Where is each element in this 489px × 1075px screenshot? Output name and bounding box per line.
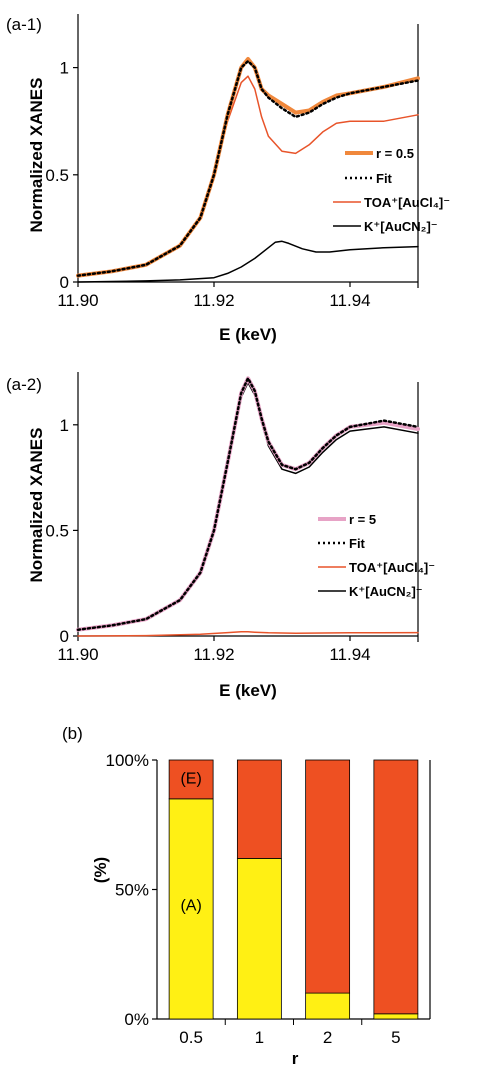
legend-entry-fit: Fit [318,536,366,551]
segment-label-A: (A) [180,898,201,915]
panel-label-b: (b) [62,724,83,743]
x-tick-label-b: 2 [323,1028,332,1047]
series-line-a1-1 [76,59,420,277]
x-tick-label-a1: 11.90 [57,291,98,310]
legend-entry-toa: TOA⁺[AuCl₄]⁻ [318,560,435,575]
chart-b: (b) (%) r 0.5 1 2 50%50%100% (A)(E) [62,724,431,1068]
y-tick-label-a2: 0 [60,627,69,646]
panel-label-a1: (a-1) [6,15,42,34]
x-tick-label-b: 5 [391,1028,400,1047]
bar-segment-E-5 [373,759,419,1015]
bar-segment-A-5 [373,1013,419,1020]
y-tick-label-b: 100% [106,751,149,770]
x-tick-label-b: 0.5 [179,1028,203,1047]
y-axis-title-b: (%) [91,857,110,883]
y-tick-label-b: 50% [115,881,149,900]
legend-label-mix: r = 0.5 [376,146,414,161]
y-tick-label-a1: 0 [60,273,69,292]
plot-lines-a2 [76,376,420,637]
x-axis-title-a1: E (keV) [219,325,277,344]
bar-segment-E-0.5 [168,759,214,800]
y-tick-label-b: 0% [124,1010,149,1029]
series-line-a1-0 [76,57,420,278]
y-tick-label-a2: 0.5 [45,521,69,540]
legend-entry-mix: r = 0.5 [345,146,414,161]
x-tick-label-a2: 11.90 [57,645,98,664]
x-tick-label-b: 1 [255,1028,264,1047]
series-line-a1-3 [77,240,419,283]
y-tick-label-a1: 0.5 [45,166,69,185]
x-tick-label-a1: 11.92 [193,291,234,310]
series-line-a2-2 [77,631,419,637]
plot-lines-a1 [76,57,420,283]
bar-segment-A-2 [305,992,351,1020]
segment-label-E: (E) [180,770,201,787]
svg-text:Normalized XANES: Normalized XANES [27,428,46,583]
legend-entry-mix: r = 5 [318,512,376,527]
legend-a2: r = 5 Fit TOA⁺[AuCl₄]⁻ K⁺[AuCN₂]⁻ [318,512,435,599]
legend-label-toa: TOA⁺[AuCl₄]⁻ [364,195,450,210]
x-tick-label-a2: 11.92 [193,645,234,664]
bars-b: (A) (E) [168,759,419,1020]
x-tick-label-a1: 11.94 [329,291,370,310]
legend-entry-fit: Fit [345,171,393,186]
x-tick-label-a2: 11.94 [329,645,370,664]
legend-label-k: K⁺[AuCN₂]⁻ [364,219,438,234]
legend-label-toa: TOA⁺[AuCl₄]⁻ [349,560,435,575]
legend-label-k: K⁺[AuCN₂]⁻ [349,584,423,599]
legend-label-fit: Fit [376,171,393,186]
legend-label-mix: r = 5 [349,512,376,527]
legend-entry-k: K⁺[AuCN₂]⁻ [318,584,423,599]
series-line-a1-2 [77,75,419,277]
axes-a2: 0 0.5 1 11.90 11.92 11.94 [45,372,419,664]
bar-segment-E-1 [236,759,282,859]
chart-a1: (a-1) Normalized XANES E (keV) 0 0.5 1 11.9… [6,14,450,344]
panel-label-a2: (a-2) [6,375,42,394]
legend-a1: r = 0.5 Fit TOA⁺[AuCl₄]⁻ K⁺[AuCN₂]⁻ [333,146,450,234]
series-line-a2-1 [76,377,420,631]
y-axis-title-a1: Normalized XANES [27,78,46,233]
chart-a2: (a-2) Normalized XANES E (keV) 0 0.5 1 11.9… [6,372,435,700]
y-axis-title-a2: Normalized XANES [27,428,46,583]
legend-entry-toa: TOA⁺[AuCl₄]⁻ [333,195,450,210]
axes-b: 0.5 1 2 50%50%100% [106,751,431,1047]
bar-segment-A-0.5 [168,798,214,1020]
legend-entry-k: K⁺[AuCN₂]⁻ [333,219,438,234]
x-axis-title-a2: E (keV) [219,681,277,700]
y-tick-label-a2: 1 [60,416,69,435]
bar-segment-E-2 [305,759,351,994]
bar-segment-A-1 [236,858,282,1020]
svg-text:Normalized XANES: Normalized XANES [27,78,46,233]
legend-label-fit: Fit [349,536,366,551]
svg-text:(%): (%) [91,857,110,883]
y-tick-label-a1: 1 [60,59,69,78]
x-axis-title-b: r [292,1049,299,1068]
axes-a1: 0 0.5 1 11.90 11.92 11.94 [45,14,419,310]
